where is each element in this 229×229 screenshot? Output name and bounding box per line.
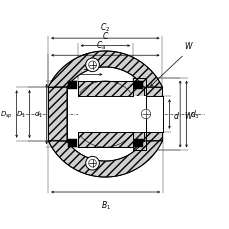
Circle shape [88, 160, 96, 167]
Text: $d_3$: $d_3$ [189, 108, 199, 121]
Text: $d_1$: $d_1$ [34, 109, 43, 120]
Text: $W$: $W$ [184, 40, 193, 51]
Bar [77, 97, 133, 132]
Circle shape [141, 110, 150, 119]
Polygon shape [77, 132, 133, 147]
Circle shape [85, 157, 99, 170]
Text: $D_{sp}$: $D_{sp}$ [0, 109, 12, 120]
Polygon shape [68, 82, 76, 90]
Text: $S$: $S$ [82, 60, 89, 71]
Polygon shape [133, 78, 145, 97]
Polygon shape [68, 139, 76, 147]
Polygon shape [133, 132, 145, 151]
Text: $C_a$: $C_a$ [95, 39, 106, 51]
Text: $B_1$: $B_1$ [100, 199, 110, 211]
Polygon shape [48, 52, 162, 88]
Text: $D_1$: $D_1$ [16, 109, 26, 120]
Bar [133, 97, 162, 132]
Polygon shape [134, 82, 142, 90]
Text: $C_2$: $C_2$ [100, 21, 110, 34]
Polygon shape [143, 88, 162, 141]
Polygon shape [134, 139, 142, 147]
Polygon shape [48, 88, 67, 141]
Text: $B$: $B$ [102, 96, 108, 105]
Polygon shape [48, 141, 162, 177]
Text: $W$: $W$ [183, 109, 193, 120]
Text: $d$: $d$ [172, 109, 179, 120]
Polygon shape [77, 82, 133, 97]
Circle shape [85, 59, 99, 72]
Text: $C$: $C$ [101, 30, 109, 41]
Circle shape [88, 62, 96, 69]
